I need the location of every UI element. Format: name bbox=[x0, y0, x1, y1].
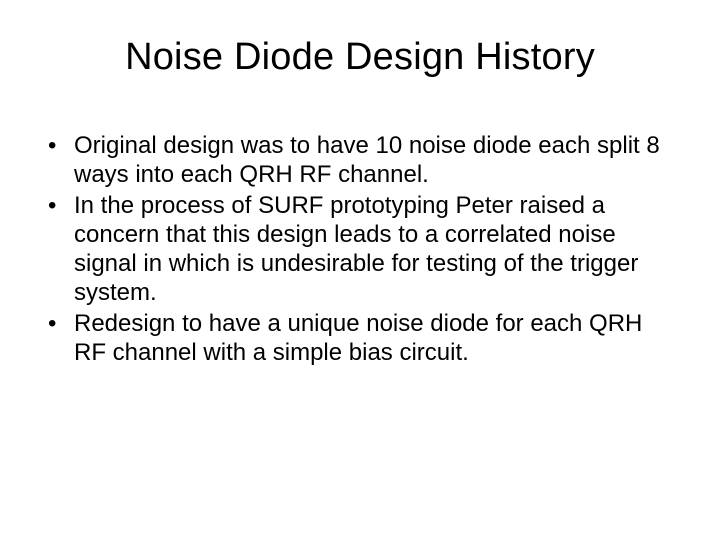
slide: Noise Diode Design History Original desi… bbox=[0, 0, 720, 540]
list-item: In the process of SURF prototyping Peter… bbox=[42, 191, 674, 307]
list-item: Original design was to have 10 noise dio… bbox=[42, 131, 674, 189]
slide-title: Noise Diode Design History bbox=[30, 36, 690, 79]
bullet-list: Original design was to have 10 noise dio… bbox=[30, 131, 690, 367]
list-item: Redesign to have a unique noise diode fo… bbox=[42, 309, 674, 367]
